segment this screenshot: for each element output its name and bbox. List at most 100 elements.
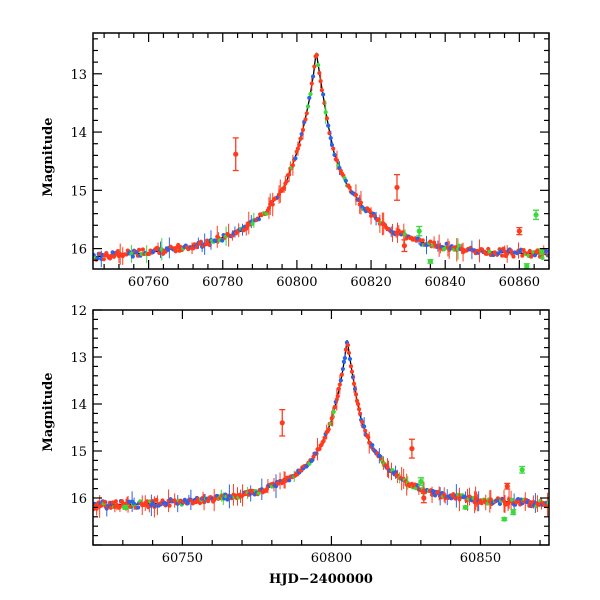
- data-point: [370, 443, 375, 448]
- axes-frame: [92, 309, 550, 546]
- data-point: [348, 364, 354, 369]
- data-point: [428, 239, 433, 244]
- data-point: [321, 92, 326, 97]
- axes-frame: [92, 32, 550, 270]
- y-tick-label: 15: [70, 445, 87, 460]
- outlier-point: [394, 184, 400, 191]
- plot-area: [93, 52, 549, 269]
- data-point: [256, 491, 261, 496]
- x-tick-label: 60850: [460, 551, 501, 566]
- data-point: [317, 446, 322, 452]
- data-point: [197, 500, 203, 506]
- data-point: [324, 116, 330, 121]
- data-point: [140, 247, 146, 252]
- data-point: [331, 409, 336, 414]
- data-point: [420, 238, 425, 243]
- data-point: [343, 347, 349, 352]
- data-point: [363, 428, 368, 433]
- outlier-point: [524, 263, 530, 269]
- data-point: [297, 142, 302, 148]
- data-point: [346, 350, 352, 356]
- outlier-point: [401, 243, 408, 249]
- y-tick-label: 13: [70, 351, 87, 366]
- outlier-points: [232, 137, 545, 269]
- photometry-points: [93, 340, 549, 518]
- x-tick-label: 60820: [350, 275, 391, 290]
- data-point: [347, 356, 353, 362]
- data-point: [308, 91, 313, 97]
- data-point: [347, 185, 352, 190]
- x-axis-label: HJD−2400000: [269, 572, 373, 587]
- y-tick-label: 15: [70, 184, 87, 199]
- data-point: [362, 424, 367, 429]
- data-point: [316, 62, 321, 68]
- outlier-point: [416, 228, 422, 234]
- data-point: [354, 398, 360, 403]
- data-point: [318, 78, 323, 84]
- data-point: [358, 200, 364, 205]
- data-point: [360, 419, 365, 425]
- data-point: [145, 499, 150, 504]
- data-point: [287, 478, 292, 483]
- data-point: [520, 253, 525, 258]
- data-point: [487, 249, 492, 254]
- data-point: [337, 382, 342, 387]
- top-light-curve-panel: Magnitude 60760 60780 60800 60820 60840 60860…: [41, 32, 550, 290]
- data-point: [343, 178, 348, 183]
- top-y-axis-label: Magnitude: [41, 117, 56, 196]
- outlier-point: [516, 228, 522, 234]
- outlier-point: [427, 258, 433, 265]
- data-point: [326, 123, 331, 128]
- outlier-point: [538, 248, 545, 255]
- data-point: [298, 136, 303, 141]
- plot-area: [93, 340, 549, 522]
- data-point: [356, 407, 362, 412]
- data-point: [173, 249, 178, 254]
- data-point: [349, 369, 355, 374]
- data-point: [510, 497, 515, 503]
- data-point: [511, 254, 516, 259]
- data-point: [340, 366, 345, 372]
- data-point: [342, 355, 348, 361]
- bottom-light-curve-panel: Magnitude 60750 60800 60850 12 13 14 15 16: [41, 304, 550, 566]
- data-point: [136, 505, 141, 510]
- outlier-point: [233, 151, 239, 157]
- data-point: [225, 497, 230, 502]
- model-curve: [93, 340, 549, 507]
- data-point: [323, 110, 328, 115]
- data-point: [304, 111, 309, 116]
- data-point: [295, 146, 301, 151]
- data-point: [488, 497, 493, 502]
- data-point: [130, 254, 135, 259]
- data-point: [353, 192, 359, 197]
- data-point: [528, 500, 533, 505]
- data-point: [544, 249, 549, 254]
- data-point: [95, 256, 100, 261]
- outlier-point: [510, 509, 516, 515]
- y-tick-label: 16: [70, 243, 87, 258]
- data-point: [497, 501, 503, 507]
- data-point: [334, 158, 340, 163]
- data-point: [126, 499, 132, 504]
- outlier-point: [533, 212, 539, 218]
- outlier-point: [409, 446, 415, 452]
- x-tick-label: 60840: [425, 275, 466, 290]
- outlier-point: [421, 495, 427, 501]
- data-point: [332, 405, 337, 410]
- bottom-y-axis-label: Magnitude: [41, 372, 56, 451]
- data-point: [527, 248, 532, 254]
- data-point: [167, 503, 172, 508]
- y-tick-label: 13: [70, 68, 87, 83]
- data-point: [500, 253, 505, 258]
- data-point: [309, 81, 314, 86]
- data-point: [220, 238, 225, 243]
- data-point: [540, 255, 545, 260]
- data-point: [331, 146, 336, 151]
- y-tick-label: 16: [70, 492, 87, 507]
- data-point: [532, 253, 538, 258]
- data-point: [117, 504, 123, 509]
- data-point: [326, 427, 331, 432]
- outlier-point: [279, 420, 285, 426]
- outlier-point: [462, 504, 469, 510]
